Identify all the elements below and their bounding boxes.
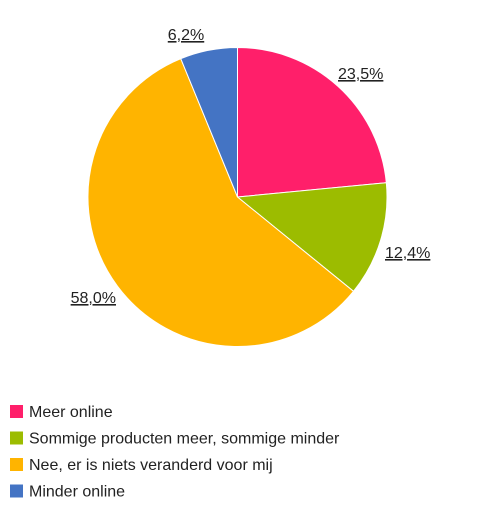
pie-slice-2[interactable] xyxy=(236,182,388,293)
legend: Meer online Sommige producten meer, sommi… xyxy=(10,404,340,501)
legend-label-2[interactable]: Sommige producten meer, sommige minder xyxy=(29,431,340,448)
slice-label-4: 6,2% xyxy=(168,27,204,44)
legend-label-4[interactable]: Minder online xyxy=(29,484,125,501)
legend-swatch-3 xyxy=(10,458,23,471)
pie-slice-3[interactable] xyxy=(87,58,355,347)
slice-label-1: 23,5% xyxy=(338,66,383,83)
legend-swatch-4 xyxy=(10,484,23,498)
pie-slices xyxy=(87,46,388,347)
pie-slice-1[interactable] xyxy=(237,46,387,198)
legend-swatch-2 xyxy=(10,431,23,445)
pie-slice-4[interactable] xyxy=(180,46,238,198)
slice-label-3: 58,0% xyxy=(71,290,116,307)
pie-labels: 23,5% 12,4% 58,0% 6,2% xyxy=(71,27,431,307)
slice-label-2: 12,4% xyxy=(385,245,430,262)
legend-label-3[interactable]: Nee, er is niets veranderd voor mij xyxy=(29,457,273,474)
legend-swatch-1 xyxy=(10,405,23,418)
legend-label-1[interactable]: Meer online xyxy=(29,404,113,421)
